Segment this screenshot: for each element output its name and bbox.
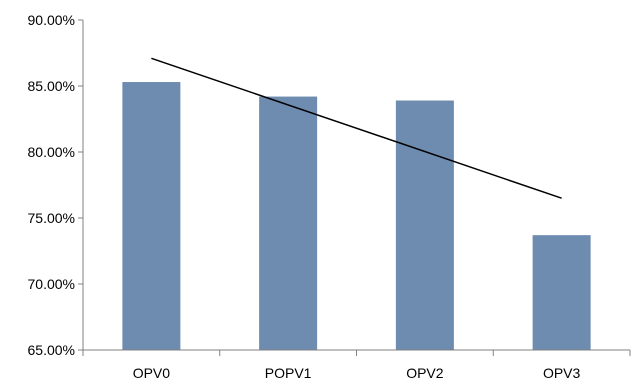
y-tick-label: 65.00%: [28, 342, 75, 358]
x-tick-label: OPV2: [406, 365, 444, 381]
x-tick-label: OPV0: [133, 365, 171, 381]
trendline-group: [151, 57, 562, 199]
x-tick-label: POPV1: [265, 365, 312, 381]
bars: [122, 82, 591, 351]
bar-opv2: [395, 100, 454, 351]
bar-opv3: [532, 235, 591, 350]
y-tick-label: 85.00%: [28, 78, 75, 94]
y-tick-label: 75.00%: [28, 210, 75, 226]
bar-opv0: [122, 82, 181, 350]
y-axis-ticks: 65.00% 70.00% 75.00% 80.00% 85.00% 90.00%: [28, 12, 83, 358]
y-tick-label: 70.00%: [28, 276, 75, 292]
trendline: [151, 57, 562, 199]
x-tick-label: OPV3: [543, 365, 581, 381]
y-tick-label: 90.00%: [28, 12, 75, 28]
x-axis-ticks: OPV0 POPV1 OPV2 OPV3: [82, 350, 631, 381]
bar-popv1: [259, 96, 318, 350]
y-tick-label: 80.00%: [28, 144, 75, 160]
